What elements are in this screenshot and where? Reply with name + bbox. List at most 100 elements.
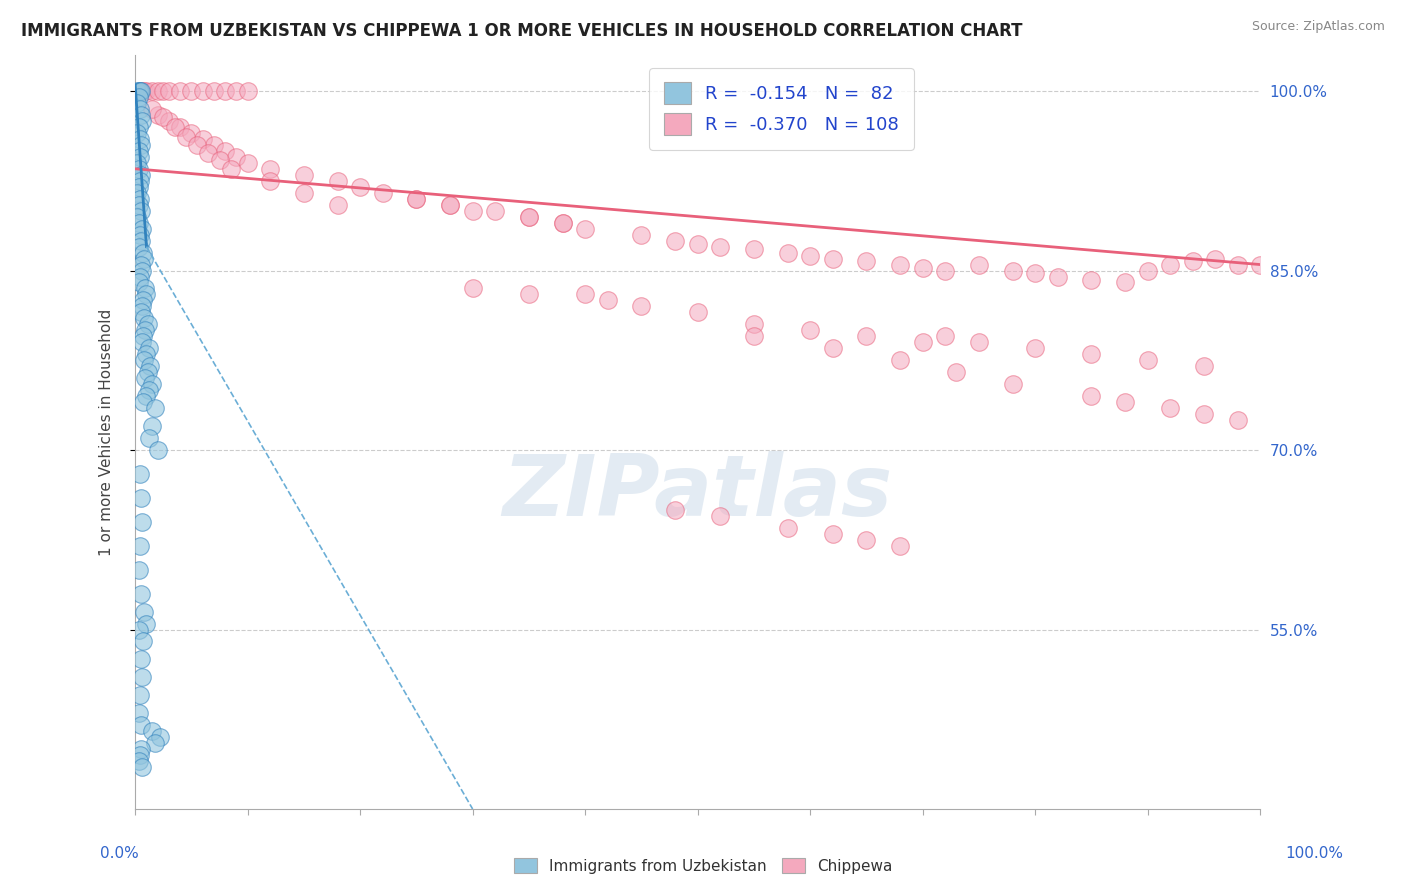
Point	[742, 329, 765, 343]
Point	[574, 287, 596, 301]
Point	[1192, 359, 1215, 374]
Point	[630, 227, 652, 242]
Point	[461, 203, 484, 218]
Legend: Immigrants from Uzbekistan, Chippewa: Immigrants from Uzbekistan, Chippewa	[508, 852, 898, 880]
Point	[191, 84, 214, 98]
Point	[128, 754, 150, 768]
Point	[149, 730, 172, 744]
Point	[128, 563, 150, 577]
Point	[134, 353, 156, 368]
Point	[1080, 389, 1102, 403]
Point	[139, 359, 162, 374]
Point	[145, 736, 167, 750]
Point	[934, 263, 956, 277]
Y-axis label: 1 or more Vehicles in Household: 1 or more Vehicles in Household	[100, 309, 114, 556]
Point	[132, 293, 155, 308]
Point	[1159, 258, 1181, 272]
Point	[219, 161, 242, 176]
Point	[163, 120, 186, 134]
Point	[128, 150, 150, 164]
Point	[551, 216, 574, 230]
Point	[128, 84, 150, 98]
Point	[131, 335, 153, 350]
Point	[131, 300, 153, 314]
Text: 0.0%: 0.0%	[100, 847, 139, 861]
Point	[134, 311, 156, 326]
Point	[129, 234, 152, 248]
Point	[1114, 276, 1136, 290]
Point	[129, 203, 152, 218]
Legend: R =  -0.154   N =  82, R =  -0.370   N = 108: R = -0.154 N = 82, R = -0.370 N = 108	[650, 68, 914, 150]
Point	[742, 242, 765, 256]
Point	[259, 174, 281, 188]
Point	[225, 150, 247, 164]
Point	[141, 724, 163, 739]
Point	[405, 192, 427, 206]
Point	[686, 305, 709, 319]
Point	[128, 102, 150, 116]
Point	[225, 84, 247, 98]
Point	[799, 323, 821, 337]
Point	[326, 174, 349, 188]
Point	[135, 84, 157, 98]
Point	[129, 108, 152, 122]
Point	[664, 503, 686, 517]
Point	[146, 443, 169, 458]
Point	[1226, 258, 1249, 272]
Point	[967, 335, 990, 350]
Point	[214, 84, 236, 98]
Point	[141, 84, 163, 98]
Point	[180, 126, 202, 140]
Point	[799, 249, 821, 263]
Point	[152, 84, 174, 98]
Point	[129, 137, 152, 152]
Point	[129, 305, 152, 319]
Point	[596, 293, 619, 308]
Point	[664, 234, 686, 248]
Point	[134, 281, 156, 295]
Point	[517, 210, 540, 224]
Point	[439, 198, 461, 212]
Point	[174, 129, 197, 144]
Point	[128, 269, 150, 284]
Point	[855, 329, 877, 343]
Point	[202, 137, 225, 152]
Point	[138, 341, 160, 355]
Point	[349, 179, 371, 194]
Point	[136, 318, 159, 332]
Point	[129, 586, 152, 600]
Point	[574, 221, 596, 235]
Point	[1226, 413, 1249, 427]
Point	[1001, 263, 1024, 277]
Point	[169, 120, 191, 134]
Point	[128, 539, 150, 553]
Point	[128, 467, 150, 481]
Point	[157, 84, 180, 98]
Point	[129, 168, 152, 182]
Point	[146, 84, 169, 98]
Point	[128, 120, 150, 134]
Text: IMMIGRANTS FROM UZBEKISTAN VS CHIPPEWA 1 OR MORE VEHICLES IN HOUSEHOLD CORRELATI: IMMIGRANTS FROM UZBEKISTAN VS CHIPPEWA 1…	[21, 22, 1022, 40]
Point	[128, 90, 150, 104]
Point	[821, 341, 844, 355]
Point	[128, 227, 150, 242]
Point	[138, 383, 160, 397]
Point	[889, 353, 911, 368]
Point	[197, 146, 219, 161]
Point	[371, 186, 394, 200]
Point	[129, 718, 152, 732]
Point	[129, 742, 152, 756]
Point	[484, 203, 506, 218]
Point	[776, 245, 799, 260]
Point	[128, 132, 150, 146]
Point	[134, 605, 156, 619]
Point	[128, 192, 150, 206]
Point	[128, 239, 150, 253]
Point	[326, 198, 349, 212]
Point	[141, 419, 163, 434]
Point	[1080, 273, 1102, 287]
Point	[128, 161, 150, 176]
Point	[131, 221, 153, 235]
Point	[202, 84, 225, 98]
Point	[128, 198, 150, 212]
